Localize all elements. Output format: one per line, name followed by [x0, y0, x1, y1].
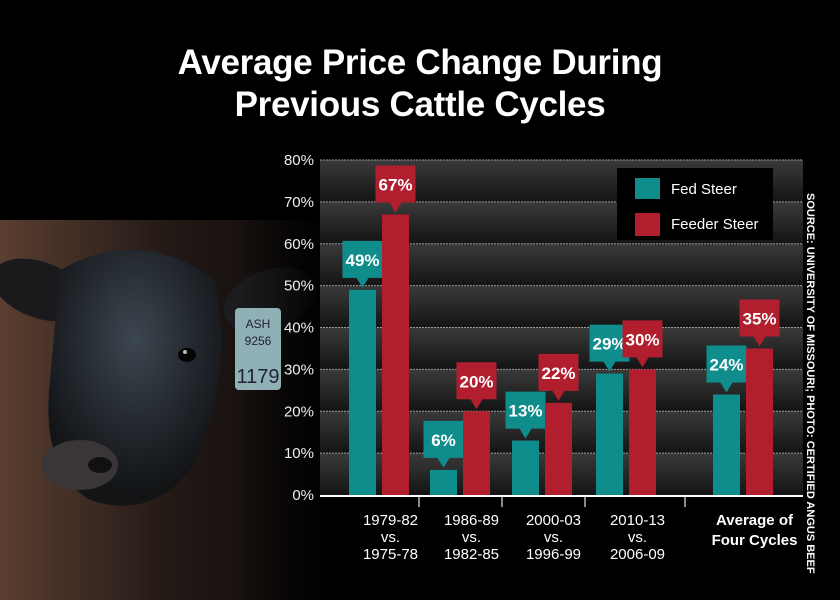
data-label: 24%	[709, 356, 743, 375]
bar-fed-steer	[596, 373, 623, 495]
y-tick-label: 0%	[292, 487, 314, 504]
bar-fed-steer	[713, 394, 740, 495]
x-category-label: 1982-85	[444, 546, 499, 563]
bar-fed-steer	[349, 289, 376, 495]
y-tick-label: 10%	[284, 445, 314, 462]
bar-feeder-steer	[463, 411, 490, 495]
y-tick-label: 50%	[284, 278, 314, 295]
data-label: 67%	[378, 175, 412, 194]
x-category-label: 1986-89	[444, 512, 499, 529]
data-label: 30%	[625, 330, 659, 349]
y-tick-label: 70%	[284, 194, 314, 211]
x-category-label: 2000-03	[526, 512, 581, 529]
data-label: 35%	[742, 309, 776, 328]
data-label-callout	[505, 391, 546, 439]
source-credit: SOURCE: UNIVERSITY OF MISSOURI; PHOTO: C…	[804, 193, 816, 574]
legend-swatch-feeder-steer	[635, 213, 660, 236]
x-category-label: 2006-09	[610, 546, 665, 563]
y-tick-label: 20%	[284, 403, 314, 420]
ear-tag-line-1: ASH	[246, 317, 271, 331]
data-label-callout	[538, 353, 579, 401]
x-category-label: 1975-78	[363, 546, 418, 563]
legend-label-fed-steer: Fed Steer	[671, 181, 737, 198]
bar-feeder-steer	[382, 214, 409, 495]
x-category-label: 1979-82	[363, 512, 418, 529]
x-category-label: vs.	[381, 529, 400, 546]
y-tick-label: 30%	[284, 361, 314, 378]
x-category-label: Four Cycles	[712, 532, 798, 549]
ear-tag-line-3: 1179	[236, 366, 279, 388]
ear-tag-line-2: 9256	[245, 334, 272, 348]
ear-tag: ASH 9256 1179	[235, 308, 281, 390]
data-label-callout	[456, 362, 497, 410]
data-label: 22%	[541, 364, 575, 383]
title-line-1: Average Price Change During	[177, 43, 663, 82]
data-label-callout	[589, 324, 630, 372]
x-category-label: vs.	[462, 529, 481, 546]
page-title: Average Price Change During Previous Cat…	[0, 42, 840, 126]
data-label: 49%	[345, 251, 379, 270]
cow-photo: ASH 9256 1179	[0, 220, 330, 600]
y-tick-label: 80%	[284, 152, 314, 169]
bar-feeder-steer	[746, 348, 773, 495]
y-tick-label: 40%	[284, 320, 314, 337]
data-label: 6%	[431, 431, 456, 450]
data-label-callout	[423, 420, 464, 468]
data-label-callout	[706, 345, 747, 393]
data-label-callout	[342, 240, 383, 288]
x-category-label: Average of	[716, 512, 794, 529]
legend-label-feeder-steer: Feeder Steer	[671, 216, 759, 233]
bar-feeder-steer	[629, 369, 656, 495]
data-label: 20%	[459, 372, 493, 391]
data-label: 13%	[508, 402, 542, 421]
x-category-label: vs.	[628, 529, 647, 546]
title-line-2: Previous Cattle Cycles	[234, 85, 606, 124]
x-category-label: 2010-13	[610, 512, 665, 529]
data-label-callout	[622, 320, 663, 368]
data-label: 29%	[592, 335, 626, 354]
x-axis: 1979-82vs.1975-781986-89vs.1982-852000-0…	[320, 495, 803, 563]
data-label-callout	[739, 299, 780, 347]
y-tick-label: 60%	[284, 236, 314, 253]
data-label-callout	[375, 165, 416, 213]
x-category-label: vs.	[544, 529, 563, 546]
legend: Fed Steer Feeder Steer	[617, 168, 773, 240]
bar-fed-steer	[430, 469, 457, 495]
legend-swatch-fed-steer	[635, 178, 660, 199]
bar-fed-steer	[512, 440, 539, 495]
bar-feeder-steer	[545, 402, 572, 495]
x-category-label: 1996-99	[526, 546, 581, 563]
